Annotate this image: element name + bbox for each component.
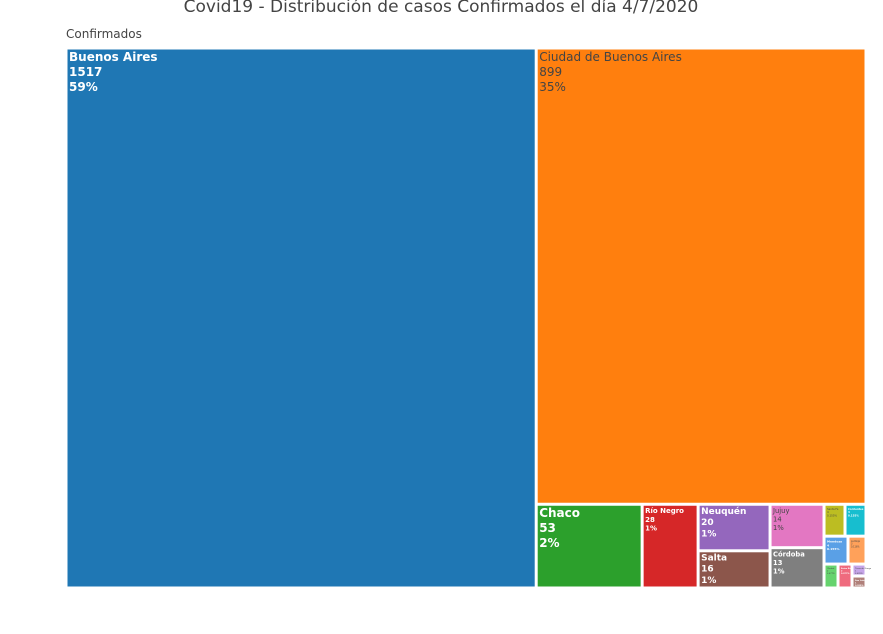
chart-title: Covid19 - Distribución de casos Confirma… <box>184 0 699 17</box>
tile-percent: 59% <box>69 80 98 94</box>
tile-percent: 0.039% <box>855 585 863 587</box>
tile-value: 20 <box>701 518 714 528</box>
tile-percent: 1% <box>645 525 657 533</box>
tile-value: 13 <box>773 559 783 567</box>
tile-percent: 0.116% <box>851 545 860 548</box>
tile <box>852 564 866 576</box>
tile <box>770 548 824 588</box>
tile-value: 4 <box>827 543 829 547</box>
tile <box>698 551 770 588</box>
tile <box>845 504 866 536</box>
tile-percent: 0.155% <box>827 547 839 551</box>
tile-label: Corrientes <box>848 507 864 511</box>
tile-percent: 1% <box>701 529 716 539</box>
tile <box>536 504 642 588</box>
tile-label: Chubut <box>827 567 834 570</box>
tile <box>824 536 848 564</box>
tile-value: 3 <box>851 543 853 546</box>
tile-value: 2 <box>827 570 829 572</box>
tile <box>852 576 866 588</box>
tile <box>824 564 838 588</box>
tile-label: Entre Ríos <box>841 567 853 570</box>
tile-percent: 0.155% <box>827 513 837 517</box>
tile-label: Córdoba <box>773 550 805 558</box>
tile-label: Buenos Aires <box>69 50 158 64</box>
tile <box>698 504 770 551</box>
tile-label: Salta <box>701 553 727 563</box>
tile-label: Mendoza <box>827 540 842 544</box>
tile-value: 1 <box>855 570 857 572</box>
tile-label: La Rioja <box>851 540 860 543</box>
tile <box>642 504 698 588</box>
tile-value: 28 <box>645 516 655 524</box>
tile-percent: 0.077% <box>841 573 849 575</box>
tile-value: 1 <box>855 582 857 584</box>
tile <box>536 48 866 504</box>
tile-label: Jujuy <box>772 507 789 515</box>
tile-percent: 35% <box>539 80 566 94</box>
tile-value: 2 <box>841 570 843 572</box>
tile-label: Tierra del Fuego <box>855 567 872 570</box>
tile-label: Chaco <box>539 506 580 520</box>
tile-value: 1517 <box>69 65 102 79</box>
tile-percent: 1% <box>773 524 784 532</box>
tile-label: Ciudad de Buenos Aires <box>539 50 682 64</box>
root-label: Confirmados <box>66 27 142 41</box>
tile <box>848 536 866 564</box>
tile-label: Neuquén <box>701 506 746 517</box>
tile-value: 53 <box>539 521 556 535</box>
tile-percent: 0.155% <box>848 513 859 517</box>
tile-value: 14 <box>773 515 782 523</box>
tile-value: 4 <box>848 510 850 514</box>
tile-percent: 0.077% <box>827 573 835 575</box>
tile <box>770 504 824 548</box>
tile <box>66 48 536 588</box>
tile-percent: 1% <box>773 567 785 575</box>
tile-label: San Luis <box>855 580 865 582</box>
tile-percent: 1% <box>701 576 716 586</box>
tile <box>824 504 845 536</box>
tile-value: 16 <box>701 565 714 575</box>
tile-value: 4 <box>827 510 829 514</box>
tile-percent: 2% <box>539 536 559 550</box>
tile-label: Santa Fe <box>827 507 839 511</box>
tile <box>838 564 852 588</box>
tile-label: Río Negro <box>645 507 684 515</box>
tile-percent: 0.039% <box>855 573 863 575</box>
tile-value: 899 <box>539 65 562 79</box>
